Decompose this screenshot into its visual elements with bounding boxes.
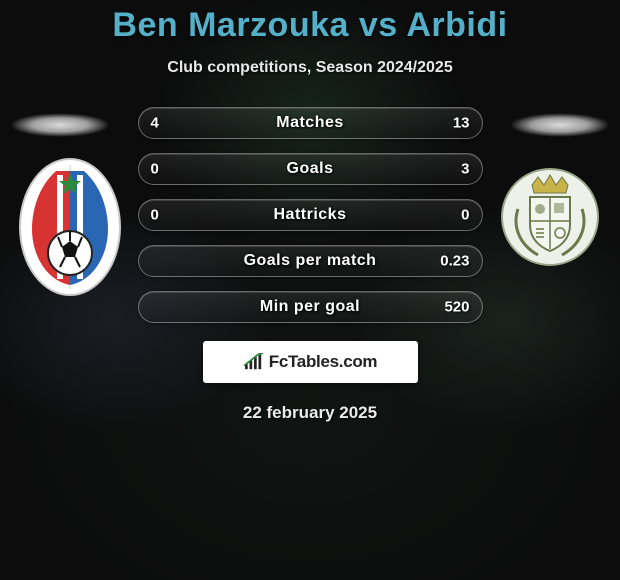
stat-row-goals-per-match: Goals per match 0.23 (138, 245, 483, 277)
bar-chart-icon (243, 353, 265, 371)
stat-right-value: 0.23 (440, 253, 469, 270)
stat-label: Goals (287, 160, 334, 178)
brand-text: FcTables.com (269, 352, 378, 372)
page-subtitle: Club competitions, Season 2024/2025 (0, 59, 620, 77)
stat-left-value: 4 (151, 115, 159, 132)
crest-left-svg (18, 157, 122, 297)
crest-right-svg (500, 167, 600, 267)
stat-row-hattricks: 0 Hattricks 0 (138, 199, 483, 231)
player-shadow-right (510, 113, 610, 137)
club-crest-left (18, 157, 122, 297)
stat-row-matches: 4 Matches 13 (138, 107, 483, 139)
stat-row-goals: 0 Goals 3 (138, 153, 483, 185)
stats-rows: 4 Matches 13 0 Goals 3 0 Hattricks 0 Goa… (138, 107, 483, 323)
stat-label: Hattricks (274, 206, 347, 224)
stat-row-min-per-goal: Min per goal 520 (138, 291, 483, 323)
stat-right-value: 3 (461, 161, 469, 178)
stat-label: Matches (276, 114, 344, 132)
stat-right-value: 520 (444, 299, 469, 316)
comparison-stage: 4 Matches 13 0 Goals 3 0 Hattricks 0 Goa… (0, 107, 620, 423)
page-title: Ben Marzouka vs Arbidi (0, 0, 620, 45)
stat-right-value: 0 (461, 207, 469, 224)
brand-badge: FcTables.com (203, 341, 418, 383)
stat-left-value: 0 (151, 207, 159, 224)
stat-label: Min per goal (260, 298, 360, 316)
stat-label: Goals per match (244, 252, 377, 270)
comparison-date: 22 february 2025 (0, 403, 620, 423)
stat-right-value: 13 (453, 115, 470, 132)
stat-left-value: 0 (151, 161, 159, 178)
player-shadow-left (10, 113, 110, 137)
content-root: Ben Marzouka vs Arbidi Club competitions… (0, 0, 620, 580)
club-crest-right (500, 167, 600, 267)
